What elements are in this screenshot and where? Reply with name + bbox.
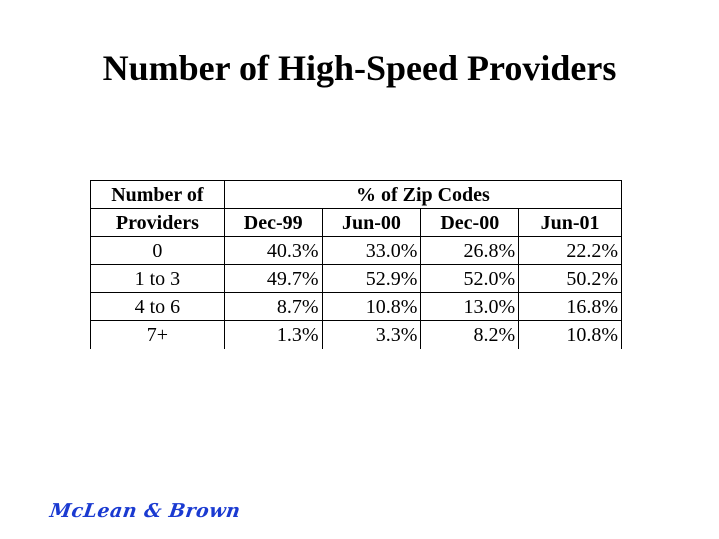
- table-cell: 3.3%: [321, 320, 422, 349]
- page-title: Number of High-Speed Providers: [102, 48, 617, 88]
- table-cell: 10.8%: [518, 320, 622, 349]
- group-header: % of Zip Codes: [223, 180, 623, 209]
- row-label: 7+: [90, 320, 225, 349]
- mclean-brown-logo: McLean & Brown: [48, 500, 243, 522]
- row-label: 1 to 3: [90, 264, 225, 293]
- table-cell: 16.8%: [518, 292, 622, 321]
- table-cell: 13.0%: [420, 292, 520, 321]
- column-header-jun-00: Jun-00: [321, 208, 422, 237]
- column-header-dec-00: Dec-00: [420, 208, 520, 237]
- column-header-dec-99: Dec-99: [223, 208, 323, 237]
- table-row: 0 40.3% 33.0% 26.8% 22.2%: [90, 236, 622, 265]
- row-label: 4 to 6: [90, 292, 225, 321]
- table-cell: 52.9%: [321, 264, 422, 293]
- table-cell: 22.2%: [518, 236, 622, 265]
- table-cell: 40.3%: [223, 236, 323, 265]
- table-cell: 8.7%: [223, 292, 323, 321]
- row-label: 0: [90, 236, 225, 265]
- table-header-row-2: Providers Dec-99 Jun-00 Dec-00 Jun-01: [90, 208, 622, 237]
- table-cell: 50.2%: [518, 264, 622, 293]
- table-cell: 26.8%: [420, 236, 520, 265]
- table-cell: 52.0%: [420, 264, 520, 293]
- table-cell: 8.2%: [420, 320, 520, 349]
- corner-label-line2: Providers: [90, 208, 225, 237]
- zip-codes-table: Number of % of Zip Codes Providers Dec-9…: [90, 180, 623, 349]
- table-cell: 33.0%: [321, 236, 422, 265]
- table-row: 1 to 3 49.7% 52.9% 52.0% 50.2%: [90, 264, 622, 293]
- column-header-jun-01: Jun-01: [518, 208, 622, 237]
- table-cell: 49.7%: [223, 264, 323, 293]
- table-header-row-1: Number of % of Zip Codes: [90, 180, 623, 209]
- corner-label-line1: Number of: [90, 180, 225, 209]
- table-row: 4 to 6 8.7% 10.8% 13.0% 16.8%: [90, 292, 622, 321]
- table-cell: 1.3%: [223, 320, 323, 349]
- table-cell: 10.8%: [321, 292, 422, 321]
- table-row: 7+ 1.3% 3.3% 8.2% 10.8%: [90, 320, 622, 349]
